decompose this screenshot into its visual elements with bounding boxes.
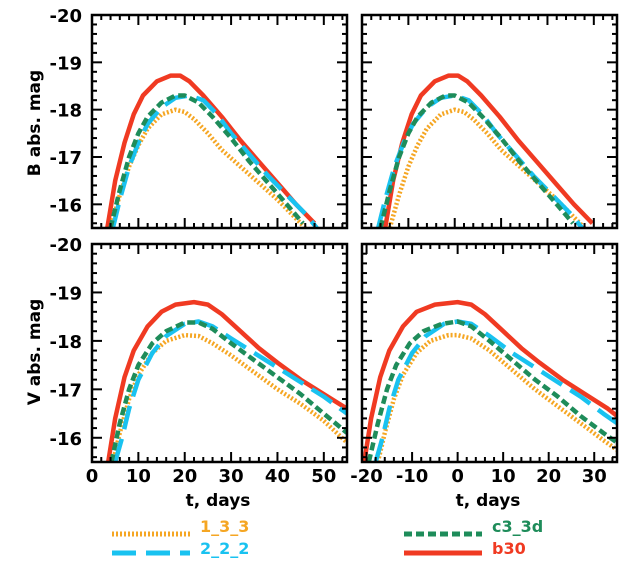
series-2_2_2 bbox=[110, 93, 319, 228]
x-tick-label: 0 bbox=[86, 466, 99, 487]
series-2_2_2 bbox=[113, 319, 347, 462]
legend-label-c3_3d: c3_3d bbox=[492, 517, 543, 536]
legend-label-1_3_3: 1_3_3 bbox=[200, 517, 249, 536]
bottom-right-x-axis-label: t, days bbox=[456, 491, 521, 511]
series-1_3_3 bbox=[110, 332, 347, 462]
x-tick-label: -20 bbox=[350, 466, 383, 487]
x-tick-label: 10 bbox=[491, 466, 516, 487]
x-tick-label: 0 bbox=[451, 466, 464, 487]
bottom-left-x-axis-label: t, days bbox=[186, 491, 251, 511]
x-tick-label: 20 bbox=[536, 466, 561, 487]
y-tick-label: -20 bbox=[49, 6, 82, 27]
x-tick-label: 30 bbox=[219, 466, 244, 487]
series-1_3_3 bbox=[387, 107, 587, 228]
series-b30 bbox=[105, 73, 317, 228]
x-tick-label: 30 bbox=[582, 466, 607, 487]
series-b30 bbox=[105, 299, 347, 462]
y-tick-label: -19 bbox=[49, 283, 82, 304]
panel-frame bbox=[360, 242, 619, 464]
x-tick-label: 20 bbox=[172, 466, 197, 487]
panel-top-right bbox=[360, 13, 619, 230]
legend: 1_3_3 2_2_2 c3_3d b30 bbox=[112, 517, 543, 558]
x-tick-label: 40 bbox=[265, 466, 290, 487]
y-tick-label: -17 bbox=[49, 380, 82, 401]
y-tick-label: -20 bbox=[49, 235, 82, 256]
panel-frame bbox=[90, 242, 349, 464]
y-tick-label: -18 bbox=[49, 332, 82, 353]
panel-top-left: -20 -19 -18 -17 -16 bbox=[49, 6, 349, 230]
x-tick-label: 50 bbox=[311, 466, 336, 487]
panel-bottom-right: -20 -10 0 10 20 30 bbox=[350, 242, 619, 487]
legend-label-2_2_2: 2_2_2 bbox=[200, 539, 249, 558]
series-c3_3d bbox=[109, 320, 347, 462]
x-tick-label: 10 bbox=[126, 466, 151, 487]
y-tick-label: -16 bbox=[49, 429, 82, 450]
y-tick-label: -18 bbox=[49, 101, 82, 122]
series-b30 bbox=[382, 73, 595, 228]
series-c3_3d bbox=[108, 93, 305, 228]
series-1_3_3 bbox=[108, 107, 307, 228]
series-c3_3d bbox=[378, 93, 575, 228]
panel-frame bbox=[360, 13, 619, 230]
x-tick-label: -10 bbox=[396, 466, 429, 487]
y-tick-label: -16 bbox=[49, 195, 82, 216]
series-c3_3d bbox=[366, 319, 617, 462]
panel-frame bbox=[90, 13, 349, 230]
y-tick-label: -17 bbox=[49, 148, 82, 169]
panel-bottom-left: -20 -19 -18 -17 -160 10 20 30 40 50 bbox=[49, 235, 349, 487]
bottom-y-axis-label: V abs. mag bbox=[25, 299, 45, 406]
top-y-axis-label: B abs. mag bbox=[25, 70, 45, 176]
legend-label-b30: b30 bbox=[492, 539, 526, 558]
series-b30 bbox=[362, 299, 617, 462]
y-tick-label: -19 bbox=[49, 53, 82, 74]
